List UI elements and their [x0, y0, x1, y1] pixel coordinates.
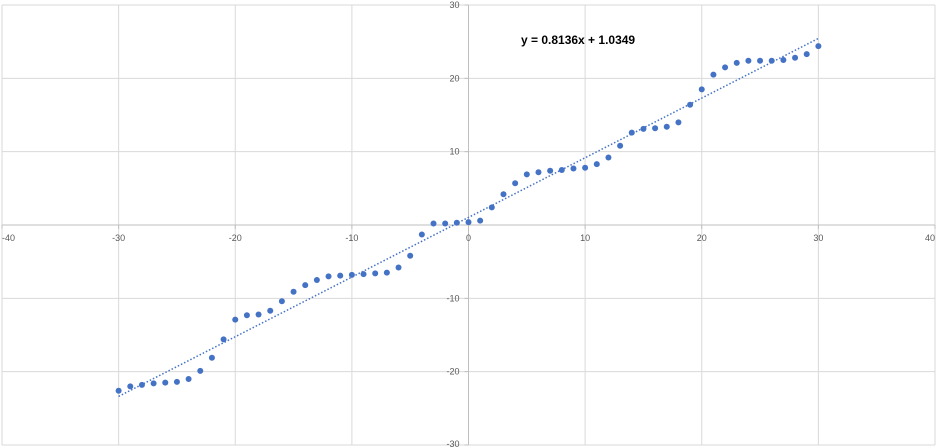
- data-point: [535, 169, 542, 176]
- data-point: [173, 378, 180, 385]
- data-point: [430, 220, 437, 227]
- data-point: [675, 119, 682, 126]
- data-point: [290, 288, 297, 295]
- data-point: [162, 379, 169, 386]
- data-point: [547, 167, 554, 174]
- x-tick-label: 20: [697, 233, 707, 243]
- data-point: [138, 381, 145, 388]
- data-point: [710, 71, 717, 78]
- data-point: [185, 376, 192, 382]
- data-point: [150, 380, 157, 387]
- data-point: [302, 282, 309, 289]
- x-tick-label: 30: [813, 233, 823, 243]
- data-point: [337, 272, 344, 279]
- data-point: [652, 125, 659, 132]
- data-point: [582, 164, 589, 171]
- x-tick-label: 10: [580, 233, 590, 243]
- data-point: [757, 57, 764, 64]
- data-point: [360, 271, 367, 278]
- data-point: [395, 264, 402, 271]
- data-point: [698, 86, 705, 93]
- data-point: [558, 167, 565, 173]
- data-point: [803, 51, 810, 58]
- y-tick-label: 10: [449, 147, 459, 157]
- data-point: [372, 270, 379, 277]
- data-point: [605, 154, 612, 161]
- data-point: [220, 336, 227, 343]
- x-tick-label: -40: [2, 233, 15, 243]
- data-point: [278, 298, 285, 305]
- data-point: [628, 129, 635, 136]
- x-tick-label: -30: [112, 233, 125, 243]
- y-tick-label: -10: [446, 293, 459, 303]
- data-point: [267, 307, 274, 314]
- y-tick-label: -30: [446, 439, 459, 448]
- data-point: [453, 219, 460, 226]
- data-point: [500, 191, 507, 198]
- data-point: [442, 220, 449, 227]
- data-point: [407, 252, 414, 259]
- data-point: [208, 354, 215, 361]
- trendline: [118, 37, 819, 398]
- data-point: [745, 57, 752, 64]
- data-point: [383, 269, 390, 276]
- trendline-group: [118, 37, 819, 398]
- y-tick-label: -20: [446, 367, 459, 377]
- data-point: [255, 311, 262, 318]
- data-point: [815, 43, 822, 50]
- data-point: [348, 271, 355, 278]
- data-point: [232, 316, 239, 323]
- data-point: [663, 123, 670, 130]
- x-tick-label: 40: [925, 233, 935, 243]
- data-point: [197, 367, 204, 374]
- y-tick-label: 20: [449, 73, 459, 83]
- data-point: [617, 142, 624, 149]
- data-point: [687, 101, 694, 108]
- x-tick-label: -10: [345, 233, 358, 243]
- data-point: [570, 165, 577, 172]
- data-point: [325, 273, 332, 280]
- x-tick-label: -20: [229, 233, 242, 243]
- data-point: [733, 59, 740, 66]
- data-point: [127, 383, 134, 390]
- data-point: [780, 57, 787, 63]
- trendline-equation: y = 0.8136x + 1.0349: [521, 33, 635, 47]
- data-point: [115, 387, 122, 394]
- x-tick-label: 0: [466, 233, 471, 243]
- data-point: [768, 57, 775, 64]
- data-point: [640, 125, 647, 132]
- data-point: [523, 171, 530, 178]
- data-point: [593, 161, 600, 168]
- data-point: [313, 277, 320, 283]
- data-point: [792, 54, 799, 61]
- data-points: [115, 43, 822, 394]
- data-point: [488, 204, 495, 211]
- data-point: [418, 231, 425, 238]
- data-point: [243, 312, 250, 319]
- data-point: [512, 180, 519, 187]
- data-point: [477, 217, 484, 224]
- y-tick-label: 30: [449, 0, 459, 10]
- data-point: [722, 64, 729, 71]
- data-point: [465, 219, 472, 226]
